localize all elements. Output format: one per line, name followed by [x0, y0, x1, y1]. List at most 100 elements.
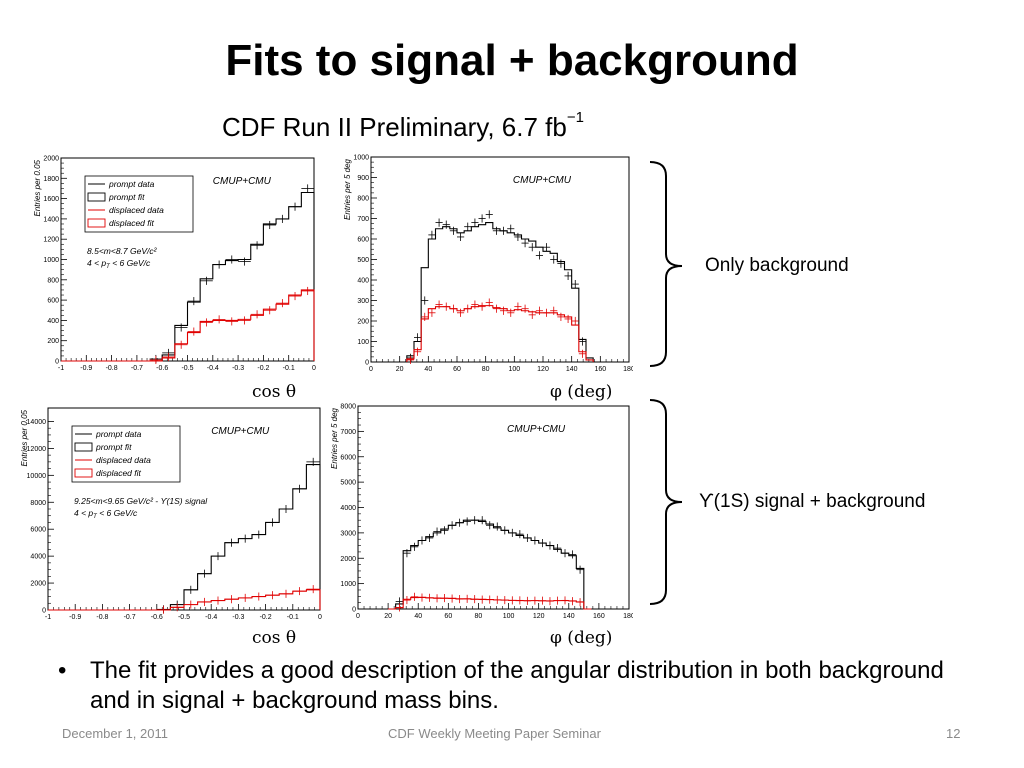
x-tick-label: -0.6 — [151, 614, 163, 621]
y-tick-label: 1200 — [43, 237, 59, 244]
label-signal-plus-background: ϒ(1S) signal + background — [699, 491, 926, 512]
series-displaced-fit-line — [61, 289, 315, 362]
info-text: 8.5<m<8.7 GeV/c² — [87, 246, 158, 256]
legend-swatch-box — [87, 218, 106, 228]
y-tick-label: 14000 — [27, 419, 47, 426]
x-tick-label: 40 — [424, 366, 432, 373]
legend: prompt data prompt fit displaced data displ… — [71, 425, 181, 483]
xunit-costheta-bottom: cos θ — [252, 628, 297, 648]
x-tick-label: -0.7 — [131, 365, 143, 372]
footer-event: CDF Weekly Meeting Paper Seminar — [388, 726, 601, 741]
y-axis-label: Entries per 0.05 — [33, 159, 42, 216]
series-prompt-data — [156, 457, 320, 614]
legend-label: displaced data — [109, 205, 164, 215]
x-tick-label: 80 — [475, 613, 483, 620]
y-tick-label: 2000 — [340, 556, 356, 563]
y-tick-label: 0 — [55, 359, 59, 366]
y-tick-label: 700 — [357, 216, 369, 223]
chart-tag: CMUP+CMU — [211, 426, 270, 437]
x-tick-label: -1 — [58, 365, 64, 372]
bullet-dot-icon: • — [58, 657, 67, 684]
x-tick-label: -0.3 — [232, 365, 244, 372]
series-displaced-data — [149, 286, 314, 365]
x-tick-label: 120 — [537, 366, 549, 373]
info-text: 9.25<m<9.65 GeV/c² - ϒ(1S) signal — [74, 496, 208, 506]
legend-swatch-box — [87, 192, 106, 202]
x-tick-label: 140 — [563, 613, 575, 620]
y-tick-label: 600 — [47, 298, 59, 305]
plot-phi-bkg: 0 100 200 300 400 500 600 700 800 900 1000 0 20 40 60 8… — [343, 155, 633, 374]
y-tick-label: 200 — [47, 338, 59, 345]
chart-costheta-signal: 0 2000 4000 6000 8000 10000 12000 14000 -1 -0.9 -0… — [20, 407, 322, 621]
x-tick-label: -0.8 — [106, 365, 118, 372]
subtitle-exponent: −1 — [566, 109, 584, 127]
y-tick-label: 6000 — [340, 454, 356, 461]
y-tick-label: 1800 — [43, 176, 59, 183]
y-axis-label: Entries per 5 deg — [330, 407, 339, 468]
x-tick-label: 100 — [508, 366, 520, 373]
x-tick-label: 20 — [396, 366, 404, 373]
legend-label: prompt fit — [108, 192, 145, 202]
x-tick-label: 20 — [384, 613, 392, 620]
plot-costheta-sig: 0 2000 4000 6000 8000 10000 12000 14000 -1 -0.9 -0… — [20, 407, 322, 621]
legend-box — [71, 425, 181, 483]
brace-bottom — [649, 399, 683, 605]
y-tick-label: 800 — [47, 277, 59, 284]
bullet-item: • The fit provides a good description of… — [58, 656, 958, 716]
plot-costheta-bkg: 0 200 400 600 800 1000 1200 1400 1600 1800 2000 -1 -… — [33, 156, 316, 373]
plot-phi-sig: 0 1000 2000 3000 4000 5000 6000 7000 8000 0 20 40 60… — [330, 404, 633, 621]
x-tick-label: -0.5 — [181, 365, 193, 372]
y-tick-label: 6000 — [30, 527, 46, 534]
x-tick-label: -0.2 — [257, 365, 269, 372]
x-tick-label: -0.4 — [205, 614, 217, 621]
y-tick-label: 600 — [357, 237, 369, 244]
xunit-phi-bottom: φ (deg) — [550, 628, 613, 648]
series-displaced-data — [156, 585, 320, 614]
series-prompt-data — [149, 184, 314, 364]
x-tick-label: -1 — [45, 614, 51, 621]
y-tick-label: 7000 — [340, 429, 356, 436]
series-prompt-fit-line — [406, 222, 594, 362]
legend: prompt data prompt fit displaced data displ… — [84, 175, 194, 233]
y-tick-label: 1000 — [43, 257, 59, 264]
y-tick-label: 1000 — [340, 581, 356, 588]
x-tick-label: 140 — [566, 366, 578, 373]
xunit-costheta-top: cos θ — [252, 382, 297, 402]
slide-subtitle: CDF Run II Preliminary, 6.7 fb−1 — [222, 109, 584, 143]
xunit-phi-top: φ (deg) — [550, 382, 613, 402]
y-tick-label: 1600 — [43, 196, 59, 203]
y-tick-label: 1400 — [43, 216, 59, 223]
x-tick-label: 0 — [312, 365, 316, 372]
brace-top — [649, 161, 683, 367]
series-prompt-data — [395, 516, 584, 606]
chart-tag: CMUP+CMU — [213, 176, 272, 187]
x-tick-label: -0.8 — [96, 614, 108, 621]
series-displaced-data — [406, 298, 586, 365]
x-tick-label: 120 — [533, 613, 545, 620]
x-tick-label: 80 — [482, 366, 490, 373]
plot-frame — [370, 156, 630, 363]
y-tick-label: 12000 — [27, 446, 47, 453]
bullet-text: The fit provides a good description of t… — [90, 657, 944, 714]
chart-costheta-background: 0 200 400 600 800 1000 1200 1400 1600 1800 2000 -1 -… — [33, 156, 316, 373]
x-tick-label: 40 — [414, 613, 422, 620]
x-tick-label: -0.3 — [232, 614, 244, 621]
x-tick-label: -0.6 — [156, 365, 168, 372]
y-tick-label: 1000 — [353, 155, 369, 162]
footer-page-number: 12 — [946, 726, 961, 741]
y-tick-label: 900 — [357, 175, 369, 182]
legend-swatch-box — [74, 468, 93, 478]
x-tick-label: -0.7 — [124, 614, 136, 621]
x-tick-label: 60 — [444, 613, 452, 620]
x-tick-label: -0.1 — [287, 614, 299, 621]
x-tick-label: 160 — [594, 366, 606, 373]
x-tick-label: 160 — [593, 613, 605, 620]
chart-phi-background: 0 100 200 300 400 500 600 700 800 900 1000 0 20 40 60 8… — [343, 155, 633, 374]
x-tick-label: 100 — [503, 613, 515, 620]
footer-date: December 1, 2011 — [62, 726, 168, 741]
legend-label: displaced data — [96, 455, 151, 465]
x-tick-label: -0.1 — [283, 365, 295, 372]
legend-label: prompt fit — [95, 442, 132, 452]
y-tick-label: 8000 — [340, 404, 356, 411]
x-tick-label: 60 — [453, 366, 461, 373]
